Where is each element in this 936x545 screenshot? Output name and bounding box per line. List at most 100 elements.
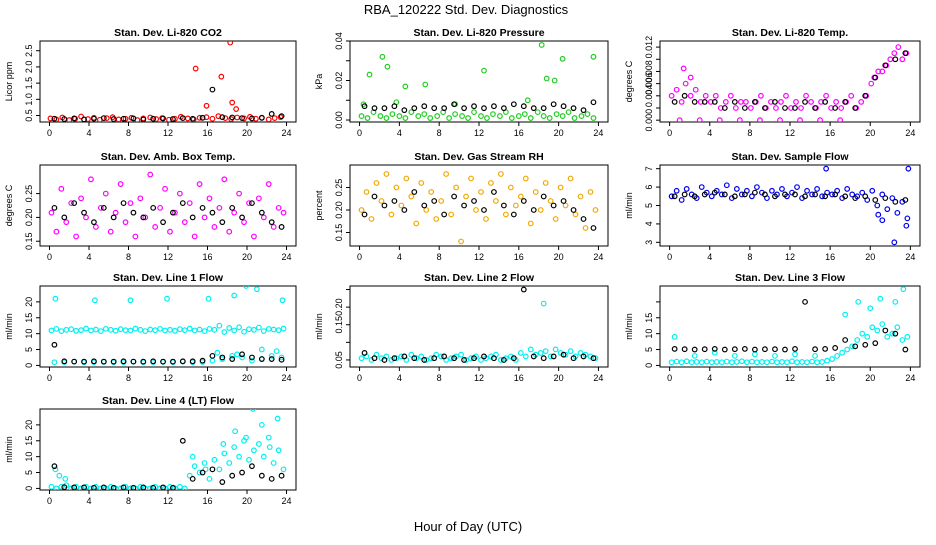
point-cycle (226, 228, 233, 235)
point-cycle (48, 483, 55, 490)
point-mean (258, 114, 265, 121)
point-mean (189, 475, 196, 482)
point-cycle (869, 187, 876, 194)
point-mean (762, 346, 768, 353)
point-cycle (808, 99, 814, 105)
x-tick-label: 20 (242, 128, 252, 138)
point-cycle (877, 295, 884, 302)
point-mean (170, 484, 176, 490)
point-cycle (92, 297, 98, 304)
point-cycle (112, 327, 119, 334)
point-cycle (434, 113, 441, 119)
point-cycle (388, 211, 395, 218)
point-mean (130, 115, 137, 122)
point-cycle (817, 117, 823, 122)
point-cycle (246, 456, 252, 463)
point-cycle (723, 182, 730, 189)
point-cycle (546, 115, 553, 121)
point-cycle (265, 434, 272, 441)
y-tick-label: 15 (24, 313, 34, 323)
point-cycle (250, 409, 256, 412)
point-mean (671, 193, 678, 200)
point-mean (120, 115, 127, 122)
point-cycle (789, 358, 795, 365)
point-cycle (712, 92, 719, 99)
point-mean (590, 99, 597, 106)
y-tick-label: 6 (644, 185, 654, 190)
point-mean (130, 209, 137, 216)
point-mean (792, 105, 798, 111)
point-cycle (488, 180, 494, 186)
x-tick-label: 4 (707, 373, 712, 383)
x-tick-label: 24 (282, 373, 292, 383)
point-mean (842, 193, 849, 200)
x-tick-label: 16 (514, 373, 524, 383)
point-cycle (565, 109, 572, 116)
point-mean (278, 224, 285, 230)
point-cycle (415, 113, 422, 119)
point-cycle (176, 190, 183, 197)
point-mean (550, 101, 557, 108)
point-mean (872, 197, 879, 203)
point-mean (802, 99, 808, 105)
point-cycle (266, 444, 273, 451)
point-cycle (172, 327, 178, 334)
point-cycle (892, 298, 899, 305)
y-tick-label: 0.012 (644, 36, 654, 59)
point-cycle (829, 191, 836, 198)
point-cycle (538, 42, 545, 48)
point-cycle (191, 327, 198, 334)
point-mean (268, 475, 275, 482)
point-cycle (58, 328, 65, 335)
point-cycle (147, 171, 154, 178)
y-tick-label: 20 (24, 297, 34, 307)
point-mean (361, 350, 368, 356)
point-mean (381, 105, 388, 112)
point-mean (278, 472, 285, 479)
point-cycle (157, 325, 163, 332)
point-mean (170, 209, 176, 216)
point-mean (100, 115, 107, 122)
point-cycle (837, 117, 844, 122)
point-cycle (521, 111, 528, 117)
point-cycle (773, 105, 779, 111)
point-mean (150, 204, 157, 211)
y-tick-label: 0.20 (24, 209, 34, 227)
point-cycle (389, 111, 396, 117)
point-cycle (692, 86, 699, 93)
point-cycle (864, 333, 871, 340)
x-tick-label: 0 (667, 252, 672, 262)
x-tick-label: 8 (437, 373, 442, 383)
point-mean (150, 115, 157, 122)
point-cycle (900, 286, 907, 293)
x-tick-label: 12 (163, 252, 173, 262)
point-mean (199, 469, 206, 476)
point-cycle (157, 204, 163, 211)
point-cycle (481, 67, 487, 74)
x-tick-label: 20 (554, 373, 564, 383)
y-tick-label: 0.15 (334, 316, 344, 334)
point-cycle-low (229, 352, 236, 359)
point-cycle (879, 191, 886, 198)
point-mean (371, 193, 378, 200)
point-cycle (723, 358, 730, 365)
point-cycle (418, 180, 425, 186)
point-cycle (463, 193, 469, 200)
point-cycle (408, 109, 415, 116)
y-tick-label: 1.0 (24, 93, 34, 106)
point-mean (278, 113, 285, 120)
point-cycle-low (51, 359, 58, 366)
panel-3: Stan. Dev. Li-820 Temp. degrees C 0 4 8 12 16 2… (624, 27, 921, 138)
x-tick-label: 4 (86, 496, 91, 506)
y-tick-label: 0.02 (334, 72, 344, 90)
y-tick-label: 10 (24, 329, 34, 339)
point-cycle (559, 113, 566, 119)
point-cycle (236, 453, 243, 460)
x-tick-label: 12 (785, 128, 795, 138)
point-cycle (216, 322, 223, 329)
point-cycle (859, 189, 866, 196)
points-group (358, 286, 599, 363)
point-cycle (83, 214, 89, 221)
x-tick-label: 4 (707, 128, 712, 138)
point-cycle (275, 204, 282, 211)
